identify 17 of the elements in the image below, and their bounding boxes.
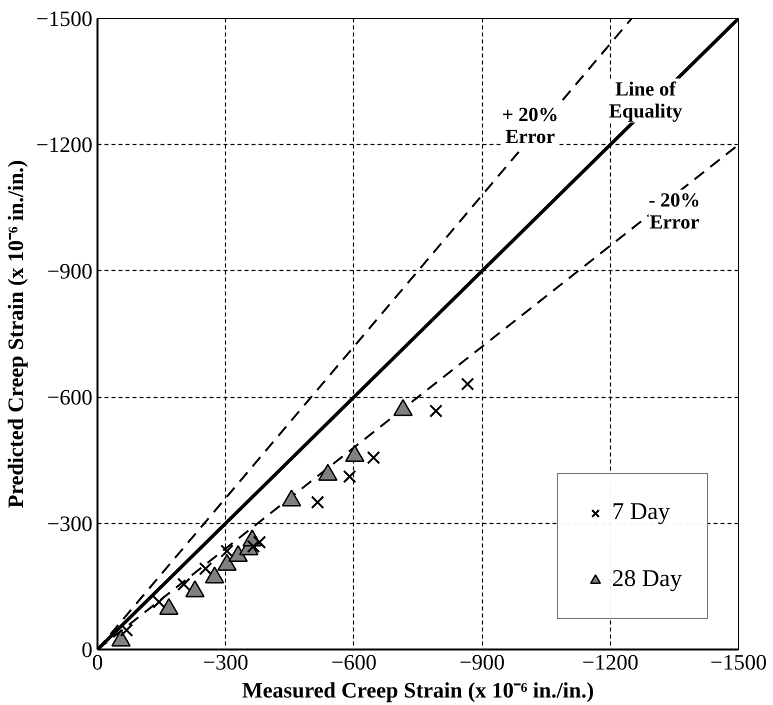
x-tick-label: −900 xyxy=(459,650,505,674)
x-tick-label: −1500 xyxy=(710,650,767,674)
annotation: + 20% Error xyxy=(502,104,558,148)
y-tick-label: −1500 xyxy=(36,6,93,31)
annotation: - 20% Error xyxy=(648,190,700,234)
x-tick-label: −300 xyxy=(202,650,248,674)
x-axis-title: Measured Creep Strain (x 10⁻⁶ in./in.) xyxy=(242,678,594,702)
y-tick-label: −600 xyxy=(47,384,93,410)
legend-label: 28 Day xyxy=(612,566,682,593)
x-tick-label: −600 xyxy=(331,650,377,674)
y-axis-title: Predicted Creep Strain (x 10⁻⁶ in./in.) xyxy=(3,160,28,508)
legend-label: 7 Day xyxy=(612,499,670,526)
x-tick-label: −1200 xyxy=(582,650,639,674)
y-tick-label: −900 xyxy=(47,258,93,284)
annotation: Line of Equality xyxy=(608,78,682,123)
y-tick-label: −1200 xyxy=(36,132,93,158)
y-tick-label: −300 xyxy=(47,510,93,536)
